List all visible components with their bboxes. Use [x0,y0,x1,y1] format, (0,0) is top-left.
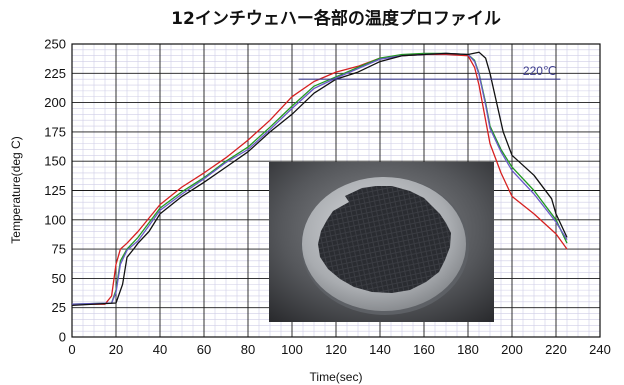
reference-line-220: 220℃ [298,64,561,80]
y-tick-label: 25 [52,300,66,315]
y-tick-label: 250 [44,37,66,52]
y-tick-label: 100 [44,212,66,227]
x-tick-label: 20 [109,342,123,357]
wafer-die-grid [318,186,451,293]
series-line-3 [72,52,568,305]
y-axis-ticks: 0 25 50 75 100 125 150 175 200 225 250 [44,37,66,345]
x-tick-label: 80 [241,342,255,357]
x-tick-label: 140 [369,342,391,357]
series-line-2 [72,52,568,305]
x-tick-label: 200 [501,342,523,357]
y-tick-label: 200 [44,95,66,110]
chart-title: 12インチウェハー各部の温度プロファイル [171,8,501,29]
x-axis-ticks: 0 20 40 60 80 100 120 140 160 180 200 220 240 [68,342,610,357]
x-tick-label: 240 [589,342,611,357]
x-tick-label: 100 [281,342,303,357]
y-tick-label: 50 [52,271,66,286]
y-tick-label: 75 [52,242,66,257]
x-tick-label: 220 [545,342,567,357]
y-axis-label: Temperature(deg C) [9,136,23,243]
x-tick-label: 180 [457,342,479,357]
series-line-4 [72,51,568,307]
silicon-wafer-photo [269,162,494,322]
x-tick-label: 60 [197,342,211,357]
y-tick-label: 175 [44,124,66,139]
y-tick-label: 0 [59,330,66,345]
series-line-1 [72,53,568,305]
x-tick-label: 40 [153,342,167,357]
y-tick-label: 225 [44,66,66,81]
y-tick-label: 150 [44,154,66,169]
plot-frame [71,43,601,338]
x-tick-label: 0 [68,342,75,357]
x-tick-label: 120 [325,342,347,357]
x-axis-label: Time(sec) [310,370,363,384]
reference-line-label: 220℃ [523,64,557,78]
y-tick-label: 125 [44,183,66,198]
x-tick-label: 160 [413,342,435,357]
series-layer [72,51,568,307]
